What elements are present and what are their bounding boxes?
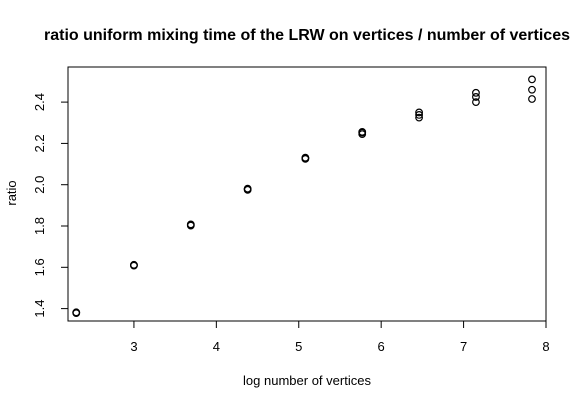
- x-tick-label: 7: [460, 339, 467, 354]
- y-axis-ticks: 1.4 1.6 1.8 2.0 2.2 2.4: [32, 93, 68, 318]
- data-point: [415, 111, 423, 119]
- data-point: [528, 85, 536, 94]
- data-point: [415, 108, 423, 117]
- x-tick-label: 3: [130, 339, 137, 354]
- data-point: [358, 127, 367, 136]
- x-tick-label: 6: [378, 339, 385, 354]
- y-tick-label: 1.4: [32, 300, 47, 318]
- y-tick-label: 1.8: [32, 217, 47, 235]
- x-tick-label: 4: [213, 339, 220, 354]
- data-point: [528, 75, 536, 84]
- data-point: [528, 95, 536, 103]
- data-point: [472, 93, 480, 101]
- x-tick-label: 5: [295, 339, 302, 354]
- data-points: [72, 75, 536, 318]
- y-tick-label: 2.0: [32, 176, 47, 194]
- chart-title: ratio uniform mixing time of the LRW on …: [44, 27, 570, 44]
- data-point: [186, 220, 195, 229]
- data-point: [472, 88, 480, 97]
- x-tick-label: 8: [542, 339, 549, 354]
- data-point: [130, 260, 138, 269]
- data-point: [243, 184, 252, 193]
- data-point: [301, 153, 310, 162]
- data-point: [358, 130, 367, 139]
- data-point: [415, 113, 423, 122]
- data-point: [72, 308, 81, 317]
- y-tick-label: 1.6: [32, 258, 47, 276]
- x-axis-ticks: 3 4 5 6 7 8: [130, 321, 550, 354]
- y-tick-label: 2.2: [32, 134, 47, 152]
- data-point: [472, 98, 480, 107]
- x-axis-label: log number of vertices: [243, 373, 371, 388]
- plot-frame: [67, 66, 547, 322]
- y-axis-label: ratio: [4, 180, 19, 205]
- y-tick-label: 2.4: [32, 93, 47, 111]
